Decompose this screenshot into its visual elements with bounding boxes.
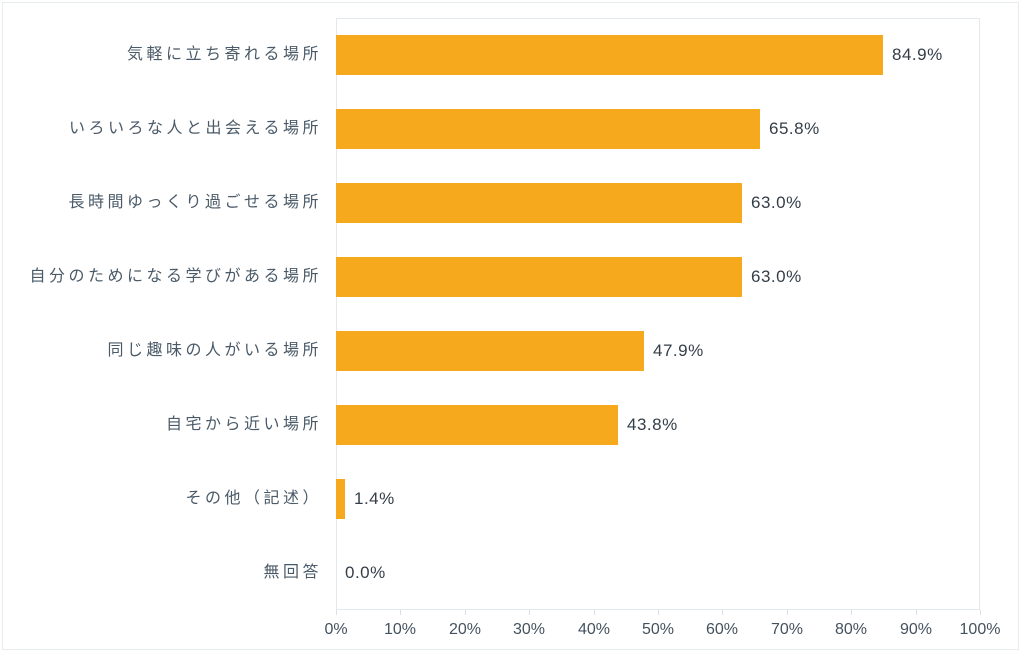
category-label: いろいろな人と出会える場所 bbox=[68, 120, 322, 137]
value-label: 0.0% bbox=[345, 563, 386, 582]
category-label: 自分のためになる学びがある場所 bbox=[29, 268, 322, 285]
x-tick-label: 0% bbox=[324, 621, 348, 638]
bar bbox=[336, 183, 742, 223]
x-tick-label: 20% bbox=[448, 621, 482, 638]
x-tick-label: 80% bbox=[834, 621, 868, 638]
bar bbox=[336, 331, 644, 371]
category-label: その他（記述） bbox=[185, 490, 322, 507]
tick-mark bbox=[787, 610, 788, 615]
tick-mark bbox=[529, 610, 530, 615]
tick-mark bbox=[465, 610, 466, 615]
x-tick-label: 60% bbox=[705, 621, 739, 638]
bar bbox=[336, 479, 345, 519]
value-label: 43.8% bbox=[627, 415, 678, 434]
value-label: 63.0% bbox=[751, 267, 802, 286]
bar bbox=[336, 35, 883, 75]
tick-mark bbox=[594, 610, 595, 615]
value-label: 65.8% bbox=[769, 119, 820, 138]
category-label: 同じ趣味の人がいる場所 bbox=[107, 342, 322, 359]
value-label: 63.0% bbox=[751, 193, 802, 212]
tick-mark bbox=[980, 610, 981, 615]
category-label: 自宅から近い場所 bbox=[165, 416, 322, 433]
x-tick-label: 40% bbox=[577, 621, 611, 638]
bar bbox=[336, 257, 742, 297]
x-tick-label: 100% bbox=[959, 621, 1001, 638]
value-label: 84.9% bbox=[892, 45, 943, 64]
bar bbox=[336, 109, 760, 149]
category-label: 気軽に立ち寄れる場所 bbox=[126, 46, 322, 63]
plot-area bbox=[336, 18, 980, 610]
value-label: 47.9% bbox=[653, 341, 704, 360]
x-tick-label: 70% bbox=[770, 621, 804, 638]
tick-mark bbox=[851, 610, 852, 615]
tick-mark bbox=[658, 610, 659, 615]
bar bbox=[336, 405, 618, 445]
tick-mark bbox=[336, 610, 337, 615]
category-label: 長時間ゆっくり過ごせる場所 bbox=[68, 194, 322, 211]
x-tick-label: 90% bbox=[899, 621, 933, 638]
tick-mark bbox=[400, 610, 401, 615]
x-tick-label: 30% bbox=[512, 621, 546, 638]
x-tick-label: 10% bbox=[383, 621, 417, 638]
tick-mark bbox=[722, 610, 723, 615]
category-label: 無回答 bbox=[263, 564, 322, 581]
x-tick-label: 50% bbox=[641, 621, 675, 638]
value-label: 1.4% bbox=[354, 489, 395, 508]
tick-mark bbox=[916, 610, 917, 615]
